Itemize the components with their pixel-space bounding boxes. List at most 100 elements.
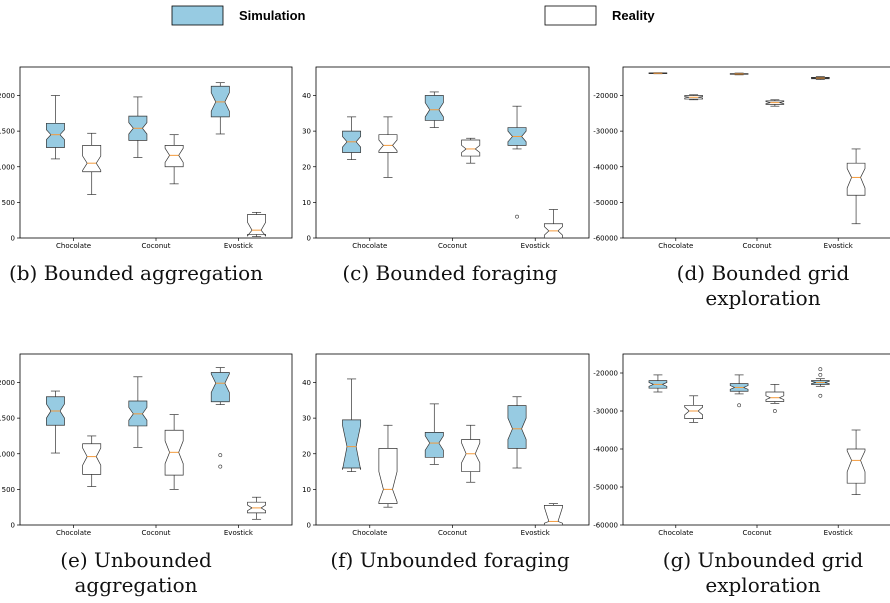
box-plot <box>247 212 266 237</box>
plot-frame <box>19 353 293 526</box>
box-plot <box>82 435 102 487</box>
box <box>684 404 703 419</box>
box-plot <box>46 390 65 454</box>
y-tick-label: -20000 <box>593 370 618 378</box>
x-category-label: Chocolate <box>352 242 387 250</box>
legend: Simulation Reality <box>171 5 655 26</box>
outlier-point <box>218 453 223 458</box>
box-plot <box>765 384 785 404</box>
box-plot <box>128 96 148 158</box>
box <box>846 162 866 196</box>
box <box>846 448 866 484</box>
panel-caption: exploration <box>705 286 820 310</box>
outlier-point <box>737 403 742 408</box>
y-tick-label: 1500 <box>0 415 15 423</box>
box <box>342 419 362 470</box>
chart-panel: 0 10 20 30 40 Chocolate Coconut Evostick (f) Unb… <box>302 353 590 572</box>
box-plot <box>342 116 362 160</box>
x-category-label: Chocolate <box>56 529 91 537</box>
panel-caption: (c) Bounded foraging <box>342 261 557 285</box>
box <box>378 448 398 504</box>
outlier-point <box>818 367 823 372</box>
y-tick-label: 1500 <box>0 128 15 136</box>
box-plot <box>82 132 102 195</box>
box <box>82 443 102 475</box>
box-plot <box>164 414 184 490</box>
box <box>765 391 785 402</box>
box <box>424 95 444 121</box>
plot-frame <box>622 66 890 239</box>
panel-caption: (g) Unbounded grid <box>663 548 864 572</box>
x-category-label: Evostick <box>224 529 254 537</box>
box-plot <box>811 378 830 387</box>
box-plot <box>846 429 866 495</box>
chart-panel: 0 500 1000 1500 2000 Chocolate Coconut Evostick… <box>0 66 293 285</box>
y-tick-label: 0 <box>11 235 15 243</box>
panel-caption: exploration <box>705 573 820 597</box>
box <box>424 432 444 458</box>
panel-caption: (d) Bounded grid <box>677 261 850 285</box>
box <box>164 145 184 168</box>
x-category-label: Evostick <box>521 242 551 250</box>
box-plot <box>507 396 527 469</box>
box-plot <box>461 137 481 164</box>
y-tick-label: 2000 <box>0 92 15 100</box>
outlier-point <box>818 393 823 398</box>
box-plot <box>765 99 785 107</box>
x-category-label: Coconut <box>142 242 171 250</box>
box <box>210 372 230 403</box>
y-tick-label: 500 <box>2 486 15 494</box>
x-category-label: Evostick <box>824 529 854 537</box>
y-tick-label: -40000 <box>593 446 618 454</box>
box <box>247 214 266 237</box>
y-tick-label: -50000 <box>593 484 618 492</box>
y-tick-label: -60000 <box>593 522 618 530</box>
box <box>461 139 481 157</box>
box <box>507 405 527 449</box>
plot-frame <box>622 353 890 526</box>
chart-panel: -20000 -30000 -40000 -50000 -60000 Chocolate C… <box>593 353 890 597</box>
x-category-label: Evostick <box>824 242 854 250</box>
x-category-label: Chocolate <box>56 242 91 250</box>
y-tick-label: 2000 <box>0 379 15 387</box>
plot-frame <box>19 66 293 239</box>
y-tick-label: 0 <box>11 522 15 530</box>
y-tick-label: 20 <box>302 450 311 458</box>
x-category-label: Evostick <box>224 242 254 250</box>
panel-caption: (e) Unbounded <box>60 548 212 572</box>
box-plot <box>729 374 749 395</box>
chart-panel: 0 500 1000 1500 2000 Chocolate Coconut Evostick… <box>0 353 293 597</box>
panel-caption: (f) Unbounded foraging <box>330 548 570 572</box>
chart-panel: -20000 -30000 -40000 -50000 -60000 Chocolate C… <box>593 66 890 310</box>
box-plot <box>210 367 230 405</box>
box-plot <box>684 94 703 101</box>
panels: 0500100015002000ChocolateCoconutEvostick… <box>0 66 890 597</box>
y-tick-label: -30000 <box>593 408 618 416</box>
box-plot <box>424 403 444 465</box>
x-category-label: Chocolate <box>658 242 693 250</box>
y-tick-label: 30 <box>302 415 311 423</box>
x-category-label: Coconut <box>743 242 772 250</box>
box-plot <box>46 95 65 160</box>
y-tick-label: 40 <box>302 92 311 100</box>
y-tick-label: -30000 <box>593 128 618 136</box>
y-tick-label: 30 <box>302 128 311 136</box>
y-tick-label: -40000 <box>593 163 618 171</box>
box-plot <box>648 72 668 75</box>
panel-caption: aggregation <box>74 573 197 597</box>
x-category-label: Evostick <box>521 529 551 537</box>
chart-panel: 0 10 20 30 40 Chocolate Coconut Evostick (c) Bou… <box>302 66 590 285</box>
y-tick-label: 10 <box>302 199 311 207</box>
x-category-label: Chocolate <box>352 529 387 537</box>
x-category-label: Coconut <box>142 529 171 537</box>
x-category-label: Chocolate <box>658 529 693 537</box>
box-plot <box>378 116 398 178</box>
outlier-point <box>772 409 777 413</box>
outlier-point <box>218 464 223 469</box>
box-plot <box>543 209 563 239</box>
box-plot <box>424 91 444 128</box>
box-plot <box>648 374 668 393</box>
y-tick-label: -60000 <box>593 235 618 243</box>
outlier-point <box>818 372 823 377</box>
box-plot <box>846 148 866 225</box>
